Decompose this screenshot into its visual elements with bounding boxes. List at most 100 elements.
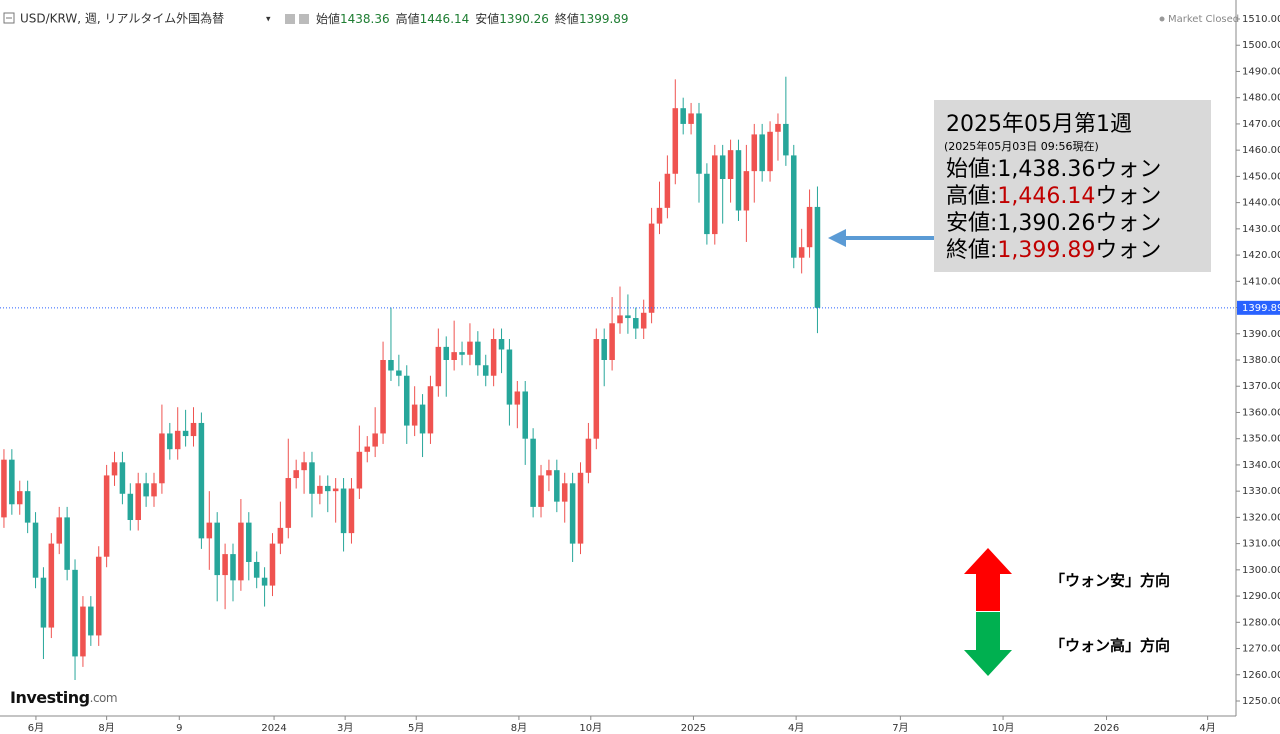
y-tick-label: 1420.00 [1242,250,1280,261]
candle-body [625,315,631,319]
candle-body [506,349,513,405]
candle-body [411,404,418,426]
candle-body [475,341,481,366]
info-value: 1,438.36 [997,157,1095,182]
y-tick-label: 1360.00 [1242,407,1280,418]
x-tick-label: 8月 [98,722,114,734]
y-tick-label: 1340.00 [1242,460,1280,471]
candle-body [427,386,434,434]
y-tick-label: 1250.00 [1242,696,1280,707]
collapse-icon[interactable] [3,12,15,24]
candle-body [72,569,78,657]
candle-body [348,488,355,534]
x-tick-label: 9 [176,723,182,734]
info-value: 1,390.26 [997,211,1095,236]
candle-body [443,346,450,360]
y-tick-label: 1510.00 [1242,14,1280,25]
candle-body [767,131,773,172]
info-unit: ウォン [1095,157,1161,182]
x-tick-label: 2025 [681,723,706,734]
candle-body [325,485,331,492]
candle-body [451,352,457,360]
candle-body [1,459,7,518]
ohlc-value: 1438.36 [340,12,390,26]
candle-body [230,554,236,581]
brand-suffix: .com [90,691,117,705]
candle-body [435,346,442,387]
y-tick-label: 1440.00 [1242,198,1280,209]
candle-body [522,391,528,439]
info-label: 安値: [946,211,997,236]
candle-body [380,360,386,434]
candle-body [806,206,813,248]
settings-icon[interactable] [299,14,309,24]
candle-body [269,543,276,586]
y-tick-label: 1450.00 [1242,171,1280,182]
candle-body [309,462,315,494]
candle-body [814,206,821,308]
candle-body [190,422,197,437]
down-arrow [964,612,1012,676]
candle-body [530,438,536,507]
candle-body [396,370,402,376]
ohlc-label: 安値 [475,11,499,26]
info-row: 高値:1,446.14ウォン [946,184,1161,209]
candle-body [467,341,473,355]
y-tick-label: 1330.00 [1242,486,1280,497]
y-tick-label: 1480.00 [1242,93,1280,104]
x-tick-label: 4月 [788,722,804,734]
info-row: 終値:1,399.89ウォン [946,238,1161,263]
candle-body [419,404,426,434]
candle-body [561,483,568,502]
candle-body [277,527,284,544]
brand-logo: Investing.com [10,688,117,707]
brand-name: Investing [10,688,90,707]
info-note: (2025年05月03日 09:56現在) [944,139,1099,153]
candle-body [546,470,552,476]
info-unit: ウォン [1095,238,1161,263]
candle-body [127,493,134,521]
candle-body [617,315,623,324]
candle-body [317,485,323,494]
candle-body [743,171,750,211]
info-box [934,100,1211,272]
x-tick-label: 7月 [892,722,908,734]
dropdown-caret[interactable]: ▾ [266,15,271,25]
symbol-title: USD/KRW, 週, リアルタイム外国為替 [20,12,224,26]
candle-body [759,134,765,172]
y-tick-label: 1490.00 [1242,66,1280,77]
candle-body [253,561,260,578]
settings-icon[interactable] [285,14,295,24]
candle-body [198,422,205,539]
candle-body [459,352,465,355]
y-tick-label: 1270.00 [1242,644,1280,655]
candle-body [301,462,307,471]
candle-body [182,430,189,437]
candle-body [577,472,584,544]
candle-body [633,318,639,329]
y-tick-label: 1290.00 [1242,591,1280,602]
candle-body [95,556,102,636]
market-status: Market Closed [1168,14,1239,25]
x-tick-label: 5月 [408,722,424,734]
info-unit: ウォン [1095,184,1161,209]
candle-body [119,462,126,494]
candle-body [48,543,55,628]
candle-body [238,522,244,581]
y-tick-label: 1470.00 [1242,119,1280,130]
candle-body [293,470,299,479]
candle-body [609,323,615,360]
candle-body [790,155,797,258]
candle-body [672,108,679,174]
x-tick-label: 10月 [992,722,1015,734]
candle-body [403,375,410,426]
y-tick-label: 1430.00 [1242,224,1280,235]
candle-body [80,606,86,657]
candle-body [735,150,742,211]
x-tick-label: 3月 [337,722,353,734]
candle-body [751,134,758,172]
last-price-label: 1399.89 [1242,303,1280,314]
info-rows: 始値:1,438.36ウォン高値:1,446.14ウォン安値:1,390.26ウ… [946,157,1161,263]
candle-body [340,488,347,534]
